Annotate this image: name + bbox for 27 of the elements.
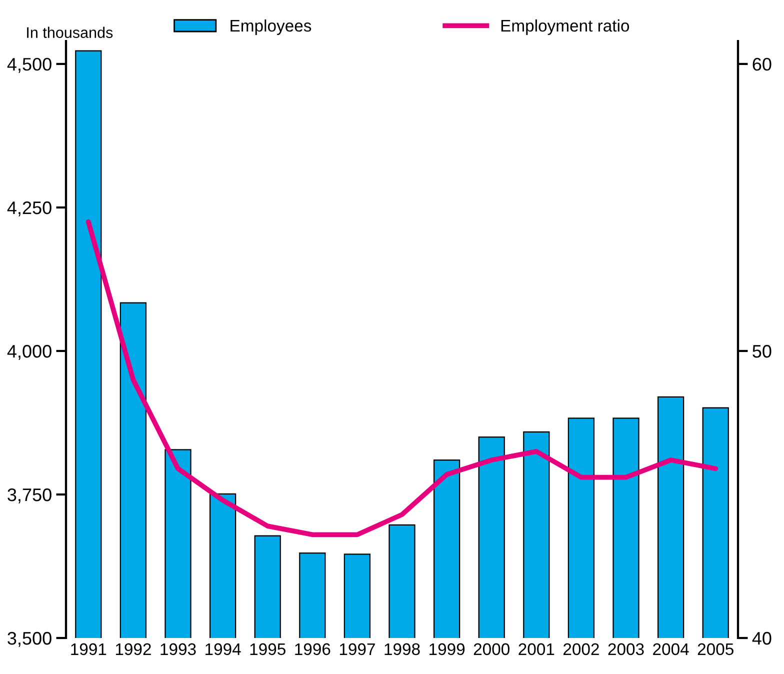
x-tick-label: 1995: [250, 643, 286, 656]
x-tick-label: 2000: [474, 643, 510, 656]
y-tick-label: 4,250: [7, 201, 52, 216]
x-tick-label: 1992: [116, 643, 151, 656]
y-tick-label: 3,750: [8, 488, 52, 504]
y2-tick-label: 50: [752, 344, 772, 358]
y-axis-title: In thousands: [27, 26, 113, 38]
y2-tick-label: 40: [752, 632, 772, 645]
x-tick-label: 1998: [384, 643, 420, 656]
x-tick-label: 1997: [340, 643, 375, 656]
x-tick-label: 1993: [160, 643, 196, 656]
legend-label: Employees: [230, 19, 312, 35]
x-tick-label: 1994: [206, 643, 241, 656]
x-tick-label: 2001: [518, 643, 554, 656]
x-tick-label: 2005: [698, 643, 734, 656]
y-tick-label: 3,500: [8, 632, 52, 647]
x-tick-label: 2003: [608, 643, 644, 656]
legend-label: Employment ratio: [501, 19, 630, 35]
y2-tick-label: 60: [752, 58, 772, 71]
y-tick-label: 4,500: [7, 58, 52, 73]
x-tick-label: 2004: [653, 643, 689, 656]
x-tick-label: 1996: [295, 643, 330, 656]
y-tick-label: 4,000: [7, 344, 52, 360]
line-series: [86, 219, 718, 538]
x-tick-label: 2002: [564, 643, 599, 656]
x-tick-label: 1991: [71, 643, 106, 656]
x-tick-label: 1999: [430, 643, 465, 656]
